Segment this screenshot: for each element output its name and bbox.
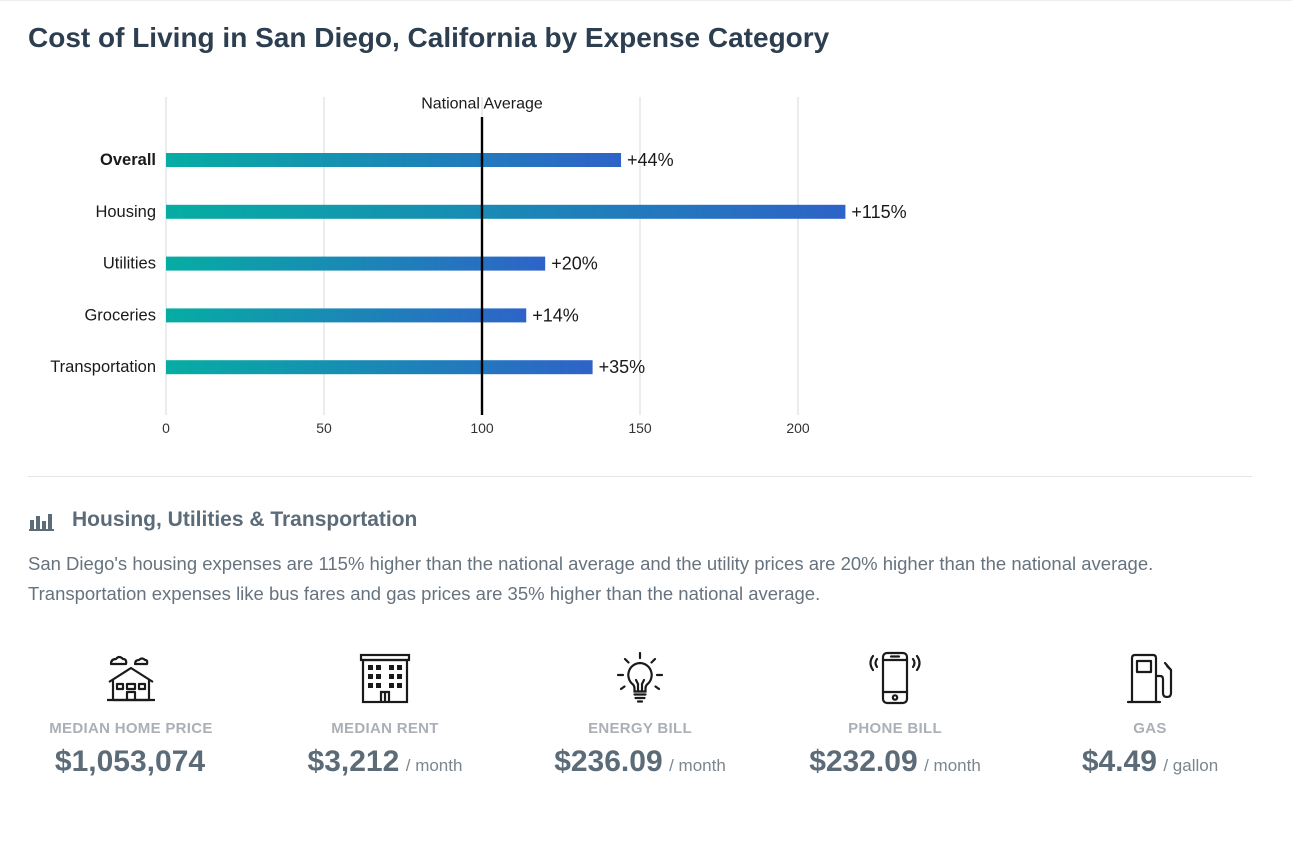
stat-unit: / month [924, 756, 981, 775]
data-label: +20% [551, 254, 598, 274]
section-divider [28, 476, 1252, 477]
data-label: +14% [532, 305, 579, 325]
gas-pump-icon [1126, 653, 1173, 704]
stat-unit: / gallon [1163, 756, 1219, 775]
top-rule [0, 0, 1292, 1]
stat-value-line: $3,212 / month [265, 745, 505, 779]
stat-unit: / month [669, 756, 726, 775]
section-title: Housing, Utilities & Transportation [72, 508, 418, 531]
data-label: +35% [599, 357, 646, 377]
stat-value: $236.09 [554, 745, 663, 778]
x-tick-label: 200 [786, 420, 810, 436]
stat-energy-bill: ENERGY BILL $236.09 / month [520, 650, 760, 779]
stat-label: ENERGY BILL [588, 720, 692, 737]
x-tick-label: 0 [162, 420, 170, 436]
category-label: Utilities [103, 255, 156, 273]
x-tick-label: 50 [316, 420, 332, 436]
stat-phone-bill: PHONE BILL $232.09 / month [775, 650, 1015, 779]
apartment-building-icon [359, 653, 411, 704]
labels: 0 50 100 150 200 Overall +44% Housing +115% Utili… [50, 150, 906, 436]
stat-label: GAS [1133, 720, 1167, 737]
section-description: San Diego's housing expenses are 115% hi… [28, 553, 1154, 604]
bars [166, 153, 846, 375]
x-tick-label: 150 [628, 420, 652, 436]
category-label: Housing [95, 203, 156, 221]
reference-line-group: National Average [421, 96, 543, 415]
bar-utilities [166, 256, 546, 271]
data-label: +115% [851, 202, 906, 222]
stat-value-line: $4.49 / gallon [1030, 745, 1270, 779]
stat-label: PHONE BILL [848, 720, 942, 737]
stat-label: MEDIAN RENT [331, 720, 439, 737]
stat-value: $1,053,074 [54, 745, 206, 778]
section-header: Housing, Utilities & Transportation [28, 505, 417, 535]
bar-transportation [166, 360, 593, 375]
data-label: +44% [627, 150, 674, 170]
cost-of-living-chart: National Average 0 50 100 150 200 Overall +44%… [50, 96, 906, 437]
stat-value-line: $232.09 / month [775, 745, 1015, 779]
category-label: Overall [100, 151, 156, 169]
bar-chart-icon [29, 514, 54, 531]
bar-housing [166, 204, 846, 219]
stat-value: $3,212 [307, 745, 400, 778]
stat-gas: GAS $4.49 / gallon [1030, 650, 1270, 779]
x-tick-label: 100 [470, 420, 494, 436]
lightbulb-icon [616, 651, 664, 703]
stat-median-rent: MEDIAN RENT $3,212 / month [265, 650, 505, 779]
stat-value: $4.49 [1081, 745, 1157, 778]
house-icon [107, 655, 155, 702]
page-title: Cost of Living in San Diego, California … [28, 22, 830, 53]
stat-median-home-price: MEDIAN HOME PRICE $1,053,074 [11, 650, 251, 779]
phone-icon [869, 651, 921, 705]
category-label: Groceries [84, 306, 156, 324]
bar-overall [166, 153, 622, 167]
category-label: Transportation [50, 358, 156, 376]
national-average-label: National Average [421, 96, 543, 113]
stat-value: $232.09 [809, 745, 918, 778]
stat-unit: / month [405, 756, 463, 775]
stat-value-line: $1,053,074 [11, 745, 251, 779]
stat-value-line: $236.09 / month [520, 745, 760, 779]
bar-groceries [166, 308, 527, 323]
stat-label: MEDIAN HOME PRICE [49, 720, 213, 737]
